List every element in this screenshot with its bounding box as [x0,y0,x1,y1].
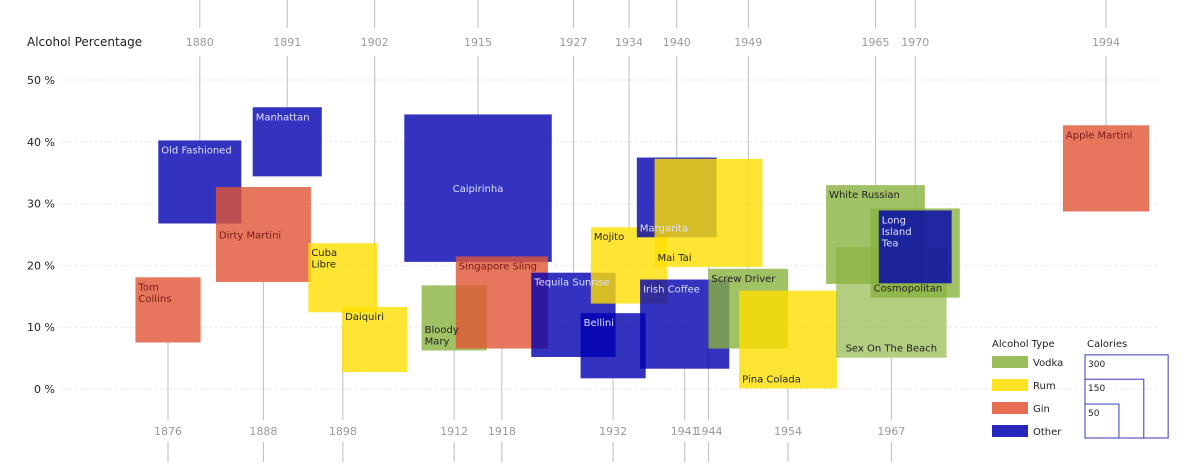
cocktail-mark [404,114,552,262]
legend-size-box [1084,403,1120,439]
cocktail-mark [342,306,408,373]
legend-swatch [992,379,1028,391]
cocktail-label: White Russian [829,190,900,201]
y-axis: Alcohol Percentage 50 % 40 % 30 % 20 % 10 % 0… [27,35,142,396]
cocktail-mark [215,187,311,282]
cocktail-label: Caipirinha [453,184,504,195]
legend-label: Vodka [1033,358,1063,369]
y-tick-label: 40 % [27,136,55,149]
cocktail-label: Apple Martini [1066,130,1132,141]
year-label: 1880 [186,36,214,49]
year-label: 1954 [774,425,802,438]
legend-swatch [992,356,1028,368]
cocktail-label: Tequila Sunrise [533,278,609,289]
year-label: 1965 [861,36,889,49]
cocktail-marks [135,107,1150,389]
year-label: 1941 [671,425,699,438]
legend-type-title: Alcohol Type [992,339,1055,350]
cocktail-label: Mojito [594,232,624,243]
y-tick-label: 30 % [27,198,55,211]
cocktail-label: Dirty Martini [219,231,281,242]
y-tick-label: 10 % [27,321,55,334]
cocktail-label: Cuba Libre [311,248,337,271]
year-label: 1927 [559,36,587,49]
cocktail-label: Long Island Tea [881,215,912,249]
year-label: 1912 [440,425,468,438]
year-label: 1940 [663,36,691,49]
legend-label: Other [1033,427,1062,438]
cocktail-label: Bloody Mary [425,325,459,348]
cocktail-mark [739,290,837,389]
y-tick-label: 20 % [27,259,55,272]
cocktail-mark [654,158,763,267]
cocktail-label: Sex On The Beach [846,344,938,355]
year-label: 1932 [599,425,627,438]
legend-swatch [992,425,1028,437]
year-label: 1898 [329,425,357,438]
cocktail-labels: Tom Collins Old Fashioned Dirty Martini Manh… [137,112,1132,385]
cocktail-label: Old Fashioned [161,145,231,156]
gridlines [60,79,1158,390]
cocktail-label: Margarita [640,223,688,234]
cocktail-label: Irish Coffee [643,285,700,296]
cocktail-label: Daiquiri [345,312,384,323]
cocktail-label: Bellini [584,318,614,329]
cocktail-label: Cosmopolitan [874,284,943,295]
legend-size-title: Calories [1087,339,1127,350]
cocktail-mark [1062,125,1150,212]
legend-size-label: 300 [1088,360,1105,370]
cocktail-label: Tom Collins [137,282,171,305]
cocktail-label: Mai Tai [658,253,692,264]
legend-size-label: 150 [1088,384,1105,394]
legend-swatch [992,402,1028,414]
year-label: 1918 [488,425,516,438]
year-label: 1915 [464,36,492,49]
year-label: 1888 [249,425,277,438]
legend-label: Gin [1033,404,1050,415]
legend-label: Rum [1033,381,1056,392]
year-label: 1876 [154,425,182,438]
cocktail-label: Screw Driver [711,274,776,285]
year-label: 1970 [901,36,929,49]
year-label: 1944 [695,425,723,438]
cocktail-mark [580,313,646,379]
year-label: 1967 [877,425,905,438]
cocktail-mark [135,277,201,343]
year-label: 1891 [273,36,301,49]
cocktail-mark [308,243,378,313]
cocktail-label: Manhattan [256,112,310,123]
cocktail-mark [252,107,322,177]
y-tick-label: 50 % [27,74,55,87]
year-tick-labels: 1876 1880 1888 1891 1898 1902 1912 1915 1918 1927… [154,36,1120,438]
legend: Alcohol Type Calories Vodka Rum Gin Other 30… [992,339,1169,439]
cocktail-label: Pina Colada [742,374,801,385]
year-label: 1902 [361,36,389,49]
year-label: 1949 [734,36,762,49]
cocktail-label: Singapore Sling [459,261,537,272]
legend-size-label: 50 [1088,409,1100,419]
year-label: 1934 [615,36,643,49]
year-label: 1994 [1092,36,1120,49]
cocktail-mark [878,210,952,284]
y-tick-label: 0 % [34,383,55,396]
y-axis-label: Alcohol Percentage [27,35,142,49]
